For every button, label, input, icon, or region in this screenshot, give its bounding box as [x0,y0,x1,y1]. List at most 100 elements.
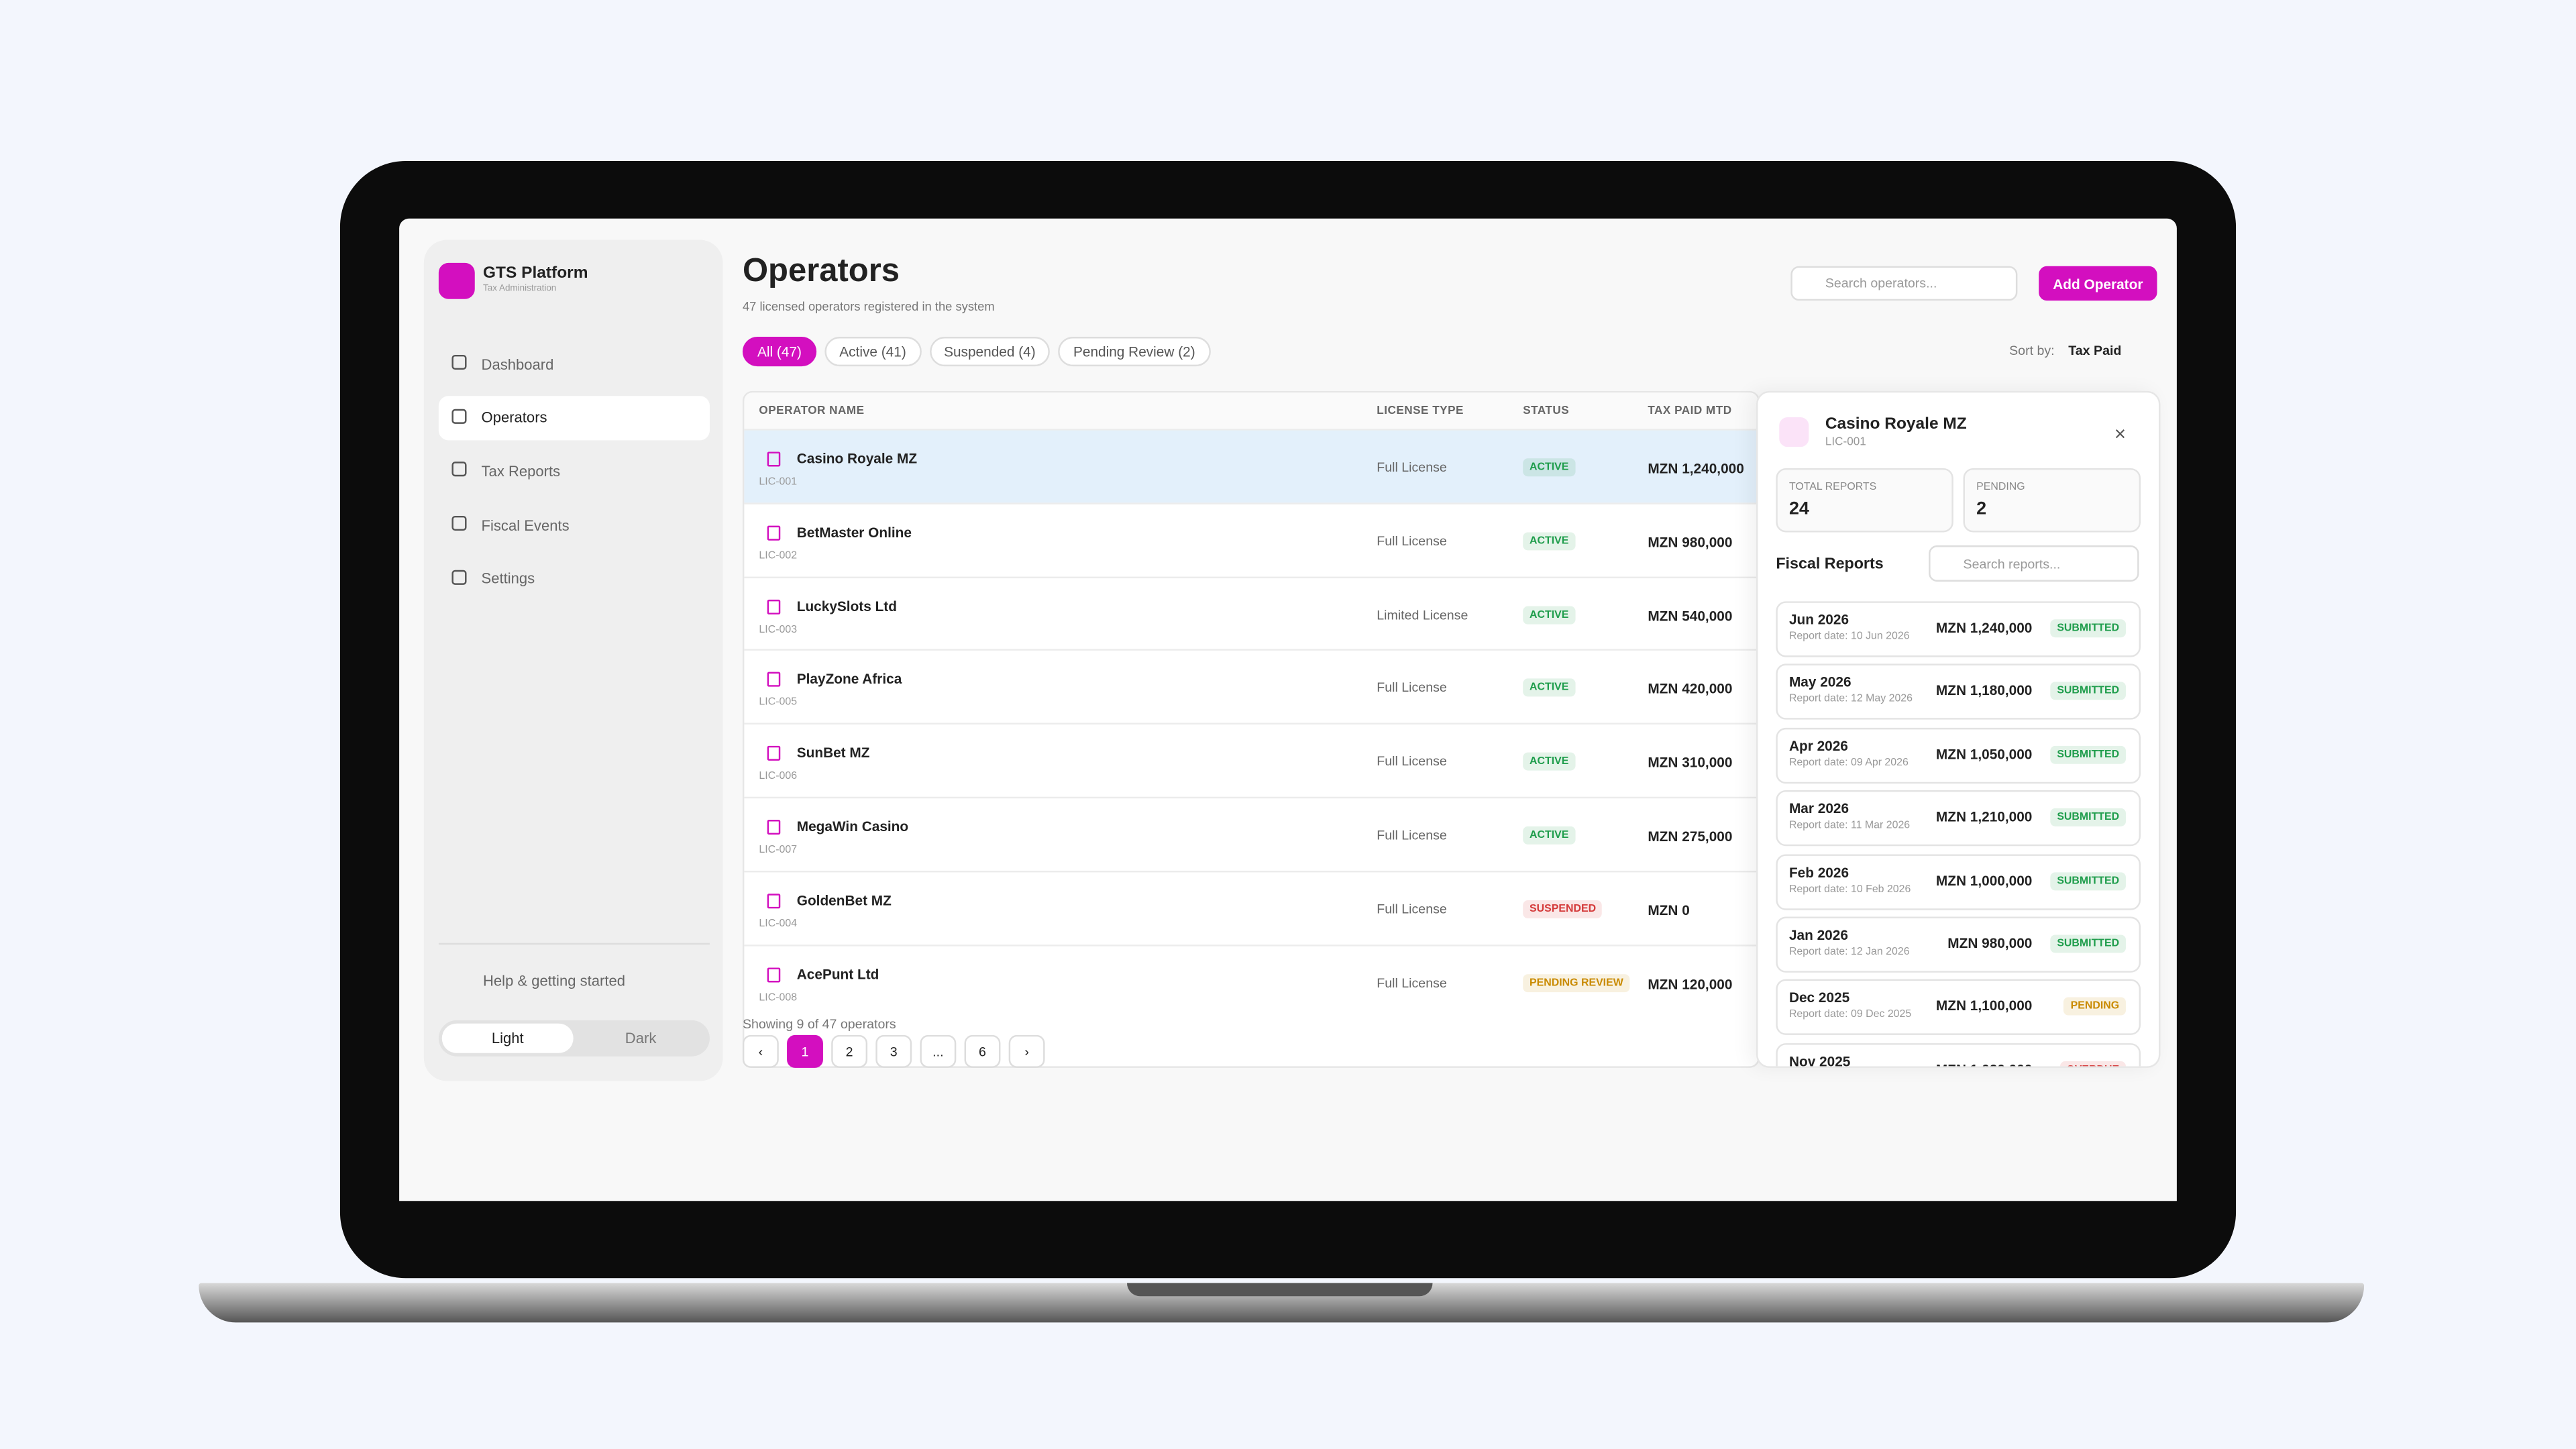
table-row[interactable]: PlayZone Africa LIC-005 Full License ACTIVE… [744,649,1758,723]
report-period: Apr 2026 [1788,737,1848,754]
report-date: Report date: 12 May 2026 [1788,694,1913,706]
status-badge: ACTIVE [1523,458,1576,477]
report-date: Report date: 11 Mar 2026 [1788,820,1911,832]
status-badge: ACTIVE [1523,826,1576,845]
nav-icon [451,409,467,424]
tabs: All (47) Active (41) Suspended (4) Pending … [742,337,1210,367]
page-button[interactable]: 2 [831,1034,868,1068]
sort-label: Sort by: [2009,343,2055,358]
panel-name: Casino Royale MZ [1825,415,1967,434]
row-icon [767,598,781,614]
next-page[interactable]: › [1008,1034,1045,1068]
close-button[interactable]: × [2114,422,2127,445]
dark-option[interactable]: Dark [625,1030,657,1047]
stat-value: 2 [1976,499,1987,519]
tagline: Tax Administration [483,284,557,294]
table-row[interactable]: AcePunt Ltd LIC-008 Full License PENDING RE… [744,944,1758,1018]
report-amount: MZN 980,000 [1947,934,2033,951]
table-row[interactable]: SunBet MZ LIC-006 Full License ACTIVE MZN 31… [744,723,1758,797]
column-header: TAX PAID MTD [1648,405,1732,417]
report-status: SUBMITTED [2050,619,2126,638]
table-row[interactable]: LuckySlots Ltd LIC-003 Limited License ACTI… [744,576,1758,650]
light-option[interactable]: Light [441,1023,574,1053]
separator [438,943,710,945]
tab[interactable]: Suspended (4) [929,337,1051,367]
nav-icon [451,354,467,370]
panel-id: LIC-001 [1825,437,1866,449]
page-button[interactable]: 6 [964,1034,1001,1068]
report-card[interactable]: Mar 2026 Report date: 11 Mar 2026 MZN 1,21… [1776,790,2141,847]
tax-paid: MZN 275,000 [1648,828,1733,845]
report-card[interactable]: Nov 2025 MZN 1,020,000 OVERDUE [1776,1042,2141,1068]
report-period: Dec 2025 [1788,989,1850,1006]
row-icon [767,820,781,835]
report-card[interactable]: Feb 2026 Report date: 10 Feb 2026 MZN 1,00… [1776,853,2141,910]
page-button[interactable]: 1 [787,1034,823,1068]
nav-item[interactable]: Dashboard [439,341,710,386]
table-row[interactable]: GoldenBet MZ LIC-004 Full License SUSPENDED… [744,870,1758,944]
tab[interactable]: Pending Review (2) [1058,337,1210,367]
report-amount: MZN 1,020,000 [1936,1061,2032,1067]
tab[interactable]: All (47) [742,337,816,367]
table-row[interactable]: BetMaster Online LIC-002 Full License ACTIV… [744,502,1758,576]
column-header: LICENSE TYPE [1377,405,1464,417]
license-type: Full License [1377,754,1447,769]
laptop-notch [1127,1283,1433,1297]
report-card[interactable]: Apr 2026 Report date: 09 Apr 2026 MZN 1,05… [1776,727,2141,784]
tax-paid: MZN 540,000 [1648,607,1733,624]
page-button[interactable]: 3 [875,1034,912,1068]
tax-paid: MZN 120,000 [1648,975,1733,992]
report-period: Feb 2026 [1788,863,1849,880]
operator-name: Casino Royale MZ [796,450,918,467]
report-card[interactable]: Dec 2025 Report date: 09 Dec 2025 MZN 1,10… [1776,979,2141,1036]
tab[interactable]: Active (41) [824,337,921,367]
operator-id: LIC-003 [759,623,798,635]
row-icon [767,893,781,908]
operator-name: GoldenBet MZ [796,892,892,908]
table-row[interactable]: MegaWin Casino LIC-007 Full License ACTIVE M… [744,796,1758,871]
sort-value[interactable]: Tax Paid [2068,343,2122,358]
row-icon [767,451,781,467]
nav-item[interactable]: Operators [438,395,710,440]
help-link[interactable]: Help & getting started [483,972,625,989]
report-amount: MZN 1,210,000 [1935,808,2033,825]
status-badge: SUSPENDED [1523,900,1603,918]
search-reports[interactable]: Search reports... [1929,545,2139,582]
prev-page[interactable]: ‹ [742,1034,779,1068]
row-icon [767,672,781,688]
page-subtitle: 47 licensed operators registered in the … [742,299,995,314]
nav-item[interactable]: Fiscal Events [439,503,710,547]
nav-item[interactable]: Tax Reports [439,449,710,494]
nav-item[interactable]: Settings [439,557,710,601]
report-card[interactable]: Jan 2026 Report date: 12 Jan 2026 MZN 980,… [1776,916,2141,973]
page-button[interactable]: ... [920,1034,957,1068]
report-period: Nov 2025 [1788,1053,1851,1068]
tax-paid: MZN 1,240,000 [1648,460,1744,477]
report-status: SUBMITTED [2050,871,2126,890]
search-operators[interactable]: Search operators... [1790,266,2018,301]
report-amount: MZN 1,100,000 [1935,998,2033,1014]
stat-value: 24 [1788,499,1809,519]
screen: GTS Platform Tax Administration Help & g… [399,218,2177,1201]
report-status: SUBMITTED [2050,934,2126,953]
add-button[interactable]: Add Operator [2039,266,2157,301]
report-period: Jun 2026 [1788,611,1849,628]
report-amount: MZN 1,240,000 [1935,619,2033,636]
report-date: Report date: 10 Feb 2026 [1788,883,1911,895]
report-card[interactable]: May 2026 Report date: 12 May 2026 MZN 1,18… [1776,664,2141,720]
row-icon [767,525,781,541]
nav-icon [451,462,467,478]
status-badge: ACTIVE [1523,753,1576,771]
pagination: ‹ 1 2 3... 6 › [742,1034,1045,1068]
status-badge: ACTIVE [1523,605,1576,624]
operator-id: LIC-006 [759,771,798,783]
reports-title: Fiscal Reports [1776,555,1884,574]
tax-paid: MZN 980,000 [1648,533,1733,550]
report-card[interactable]: Jun 2026 Report date: 10 Jun 2026 MZN 1,24… [1776,601,2141,657]
operator-id: LIC-004 [759,918,798,930]
page-title: Operators [742,253,900,290]
table-row[interactable]: Casino Royale MZ LIC-001 Full License ACTIV… [744,429,1758,503]
table: OPERATOR NAME LICENSE TYPE STATUS TAX PAID … [742,390,1760,1068]
report-status: PENDING [2063,998,2126,1016]
